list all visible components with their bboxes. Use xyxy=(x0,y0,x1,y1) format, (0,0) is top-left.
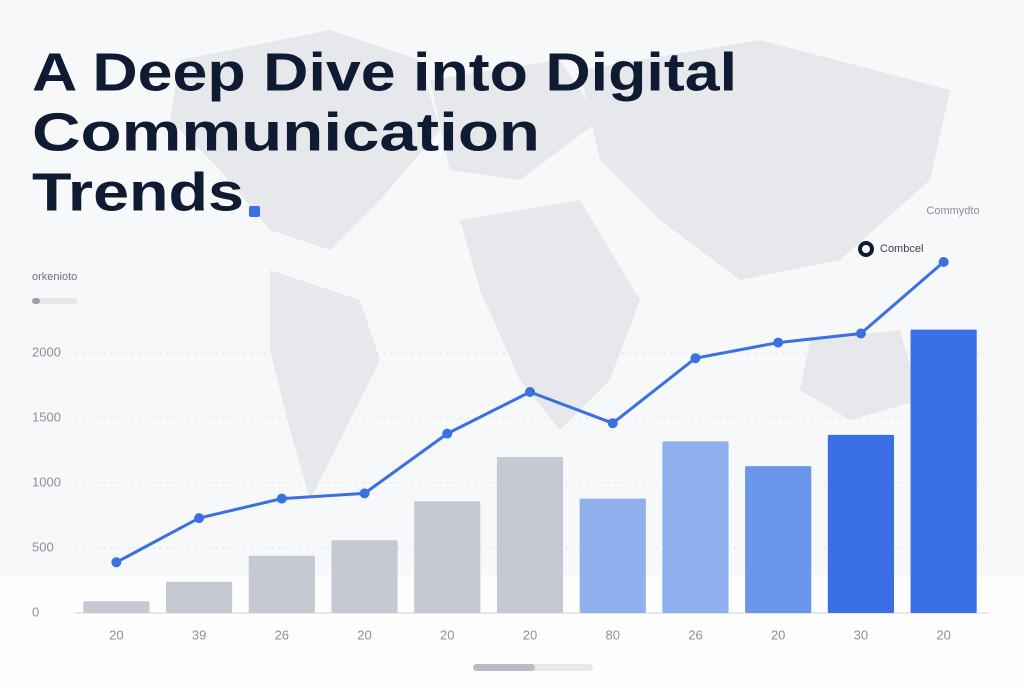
map-africa xyxy=(460,200,640,430)
y-axis-label: orkenioto xyxy=(32,271,77,283)
line-point xyxy=(442,428,453,439)
x-tick-label: 20 xyxy=(357,627,371,642)
legend-marker xyxy=(858,241,874,257)
line-point xyxy=(276,493,287,504)
title-line: Communication xyxy=(32,102,540,162)
x-tick-label: 20 xyxy=(523,627,537,642)
bar xyxy=(745,466,812,613)
y-tick-label: 0 xyxy=(32,604,39,619)
line-point xyxy=(359,488,370,499)
title-line: A Deep Dive into Digital xyxy=(32,42,737,102)
title-line: Trends xyxy=(32,162,244,222)
line-point xyxy=(194,513,205,524)
scrollbar-thumb[interactable] xyxy=(473,664,535,671)
slider-thumb[interactable] xyxy=(32,298,40,304)
x-tick-label: 20 xyxy=(440,627,454,642)
slider-track[interactable] xyxy=(32,298,78,304)
y-tick-label: 2000 xyxy=(32,344,61,359)
y-tick-label: 1000 xyxy=(32,474,61,489)
legend-label: Combcel xyxy=(880,243,923,255)
bar xyxy=(166,581,233,613)
line-point xyxy=(855,328,866,339)
line-point xyxy=(111,557,122,568)
x-tick-label: 39 xyxy=(192,627,206,642)
bar xyxy=(910,329,977,613)
line-point xyxy=(607,418,618,429)
x-tick-label: 80 xyxy=(605,627,619,642)
x-tick-label: 26 xyxy=(688,627,702,642)
line-point xyxy=(773,337,784,348)
bar xyxy=(579,498,646,613)
plot: 0 500 1000 1500 2000 20 39 26 20 20 20 80 26 20 30 20 Co… xyxy=(32,241,990,642)
title-dot xyxy=(249,206,260,217)
x-tick-label: 20 xyxy=(771,627,785,642)
map-asia xyxy=(580,40,950,280)
y-tick-label: 500 xyxy=(32,539,54,554)
x-tick-label: 20 xyxy=(109,627,123,642)
line-point xyxy=(938,257,949,267)
bar xyxy=(827,434,894,613)
x-tick-label: 26 xyxy=(275,627,289,642)
y-tick-label: 1500 xyxy=(32,409,61,424)
map-north-america xyxy=(170,30,440,250)
bar xyxy=(83,601,150,613)
bar xyxy=(662,441,729,613)
line-point xyxy=(525,387,535,397)
map-europe xyxy=(430,60,600,180)
bar xyxy=(331,540,398,613)
title: A Deep Dive into Digital Communication T… xyxy=(32,42,737,222)
map-south-america xyxy=(270,270,380,500)
x-tick-label: 20 xyxy=(936,627,950,642)
line-point xyxy=(690,353,701,364)
subtitle: Commydto xyxy=(926,205,979,217)
bar xyxy=(414,501,481,613)
x-tick-label: 30 xyxy=(854,627,868,642)
bar xyxy=(248,555,315,613)
bar xyxy=(496,457,564,613)
